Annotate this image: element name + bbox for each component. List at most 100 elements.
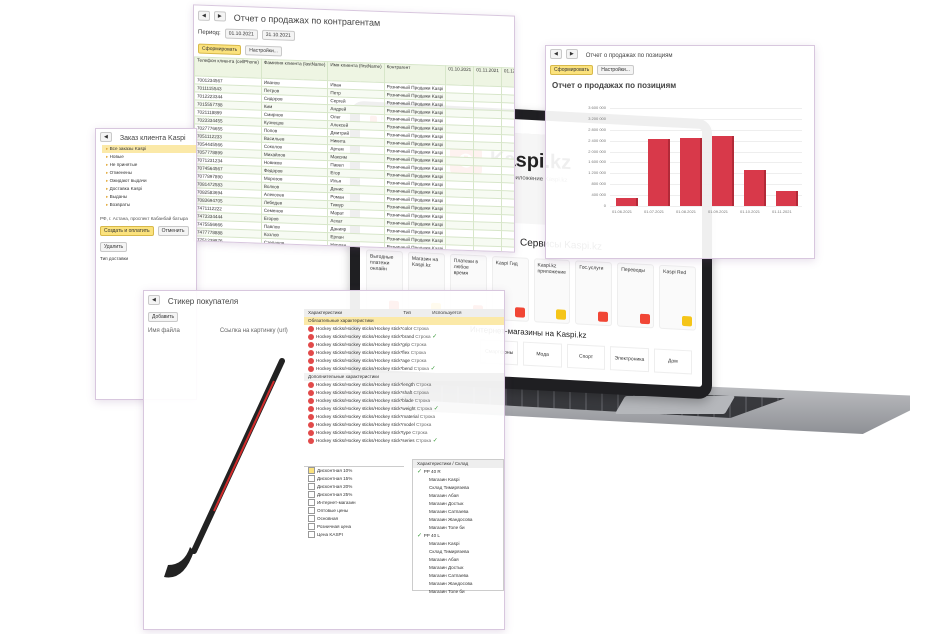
remove-icon[interactable]	[308, 397, 314, 404]
remove-icon[interactable]	[308, 341, 314, 348]
shop-card[interactable]: Спорт	[566, 343, 606, 370]
cancel-button[interactable]: Отменить	[157, 226, 189, 236]
remove-icon[interactable]	[308, 429, 314, 436]
table-header-cell[interactable]: Контрагент	[384, 63, 446, 85]
table-header-cell[interactable]: Телефон клиента (cellPhone)	[194, 56, 262, 79]
chart-bar[interactable]	[776, 190, 796, 206]
characteristic-row[interactable]: Hockey sticks/Hockey sticks/Hockey stick…	[304, 365, 504, 373]
tree-item[interactable]: ▸ Ожидают выдачи	[102, 177, 196, 185]
chart-bar[interactable]	[744, 169, 764, 206]
back-button[interactable]: ◀	[100, 132, 112, 142]
chart-back-button[interactable]: ◀	[550, 49, 562, 59]
chart-bar[interactable]	[648, 139, 668, 206]
group-additional[interactable]: Дополнительные характеристики	[304, 373, 504, 381]
table-header-cell[interactable]: 01.12.2021	[501, 67, 515, 88]
store-item[interactable]: Магазин Жандосова	[429, 581, 473, 586]
forward-button[interactable]: ▶	[213, 10, 226, 22]
shop-card[interactable]: Дом	[653, 348, 693, 375]
checkbox[interactable]	[308, 475, 315, 483]
generate-button[interactable]: Сформировать	[198, 43, 242, 56]
tree-item[interactable]: ▸ Все заказы Kaspi	[102, 145, 196, 153]
remove-icon[interactable]	[308, 325, 314, 332]
characteristic-row[interactable]: Hockey sticks/Hockey sticks/Hockey stick…	[304, 341, 504, 349]
remove-icon[interactable]	[308, 437, 314, 444]
table-header-cell[interactable]: Имя клиента (firstName)	[327, 61, 385, 83]
checkbox[interactable]	[308, 467, 315, 475]
date-from-field[interactable]: 01.10.2021	[224, 28, 258, 40]
checkbox[interactable]	[308, 523, 315, 531]
price-type-item[interactable]: Основная	[304, 515, 404, 523]
store-item[interactable]: Магазин Достык	[429, 565, 464, 570]
checkbox[interactable]	[308, 507, 315, 515]
characteristic-row[interactable]: Hockey sticks/Hockey sticks/Hockey stick…	[304, 389, 504, 397]
tree-item[interactable]: ▸ Новые	[102, 153, 196, 161]
remove-icon[interactable]	[308, 381, 314, 388]
chart-bar[interactable]	[680, 138, 700, 206]
table-header-cell[interactable]: 01.11.2021	[473, 66, 502, 87]
characteristic-row[interactable]: Hockey sticks/Hockey sticks/Hockey stick…	[304, 413, 504, 421]
characteristic-row[interactable]: Hockey sticks/Hockey sticks/Hockey stick…	[304, 333, 504, 341]
characteristic-row[interactable]: Hockey sticks/Hockey sticks/Hockey stick…	[304, 405, 504, 413]
checkbox[interactable]	[308, 491, 315, 499]
store-item[interactable]: Склад Тимирязева	[429, 485, 470, 490]
chart-settings-button[interactable]: Настройки...	[597, 65, 634, 75]
address-field[interactable]: РФ, г. Астана, проспект Кабанбай батыра	[100, 216, 188, 221]
tree-item[interactable]: ▸ Доставка Kaspi	[102, 185, 196, 193]
remove-icon[interactable]	[308, 357, 314, 364]
chart-generate-button[interactable]: Сформировать	[550, 65, 594, 75]
tree-item[interactable]: ▸ Выданы	[102, 193, 196, 201]
store-group[interactable]: ✓ PP 40 L	[413, 532, 503, 540]
store-item[interactable]: Магазин Толе би	[429, 589, 465, 594]
shop-card[interactable]: Электроника	[610, 346, 649, 373]
remove-icon[interactable]	[308, 389, 314, 396]
checkbox[interactable]	[308, 515, 315, 523]
checkbox[interactable]	[308, 483, 315, 491]
checkbox[interactable]	[308, 531, 315, 539]
store-item[interactable]: Магазин Абая	[429, 493, 459, 498]
price-type-item[interactable]: Дисконтная 15%	[304, 475, 404, 483]
store-item[interactable]: Магазин Толе би	[429, 525, 465, 530]
chart-bar[interactable]	[616, 197, 636, 206]
store-item[interactable]: Склад Тимирязева	[429, 549, 470, 554]
remove-icon[interactable]	[308, 333, 314, 340]
characteristic-row[interactable]: Hockey sticks/Hockey sticks/Hockey stick…	[304, 429, 504, 437]
service-card[interactable]: Kaspi Red	[659, 264, 696, 331]
table-header-cell[interactable]: Фамилия клиента (lastName)	[261, 59, 328, 81]
price-type-item[interactable]: Дисконтная 20%	[304, 483, 404, 491]
characteristic-row[interactable]: Hockey sticks/Hockey sticks/Hockey stick…	[304, 421, 504, 429]
settings-button[interactable]: Настройки...	[245, 45, 282, 57]
store-item[interactable]: Магазин Сатпаева	[429, 573, 469, 578]
characteristic-row[interactable]: Hockey sticks/Hockey sticks/Hockey stick…	[304, 381, 504, 389]
chart-bar[interactable]	[712, 136, 732, 206]
store-item[interactable]: Магазин Сатпаева	[429, 509, 469, 514]
characteristic-row[interactable]: Hockey sticks/Hockey sticks/Hockey stick…	[304, 437, 504, 445]
tree-item[interactable]: ▸ Возвраты	[102, 201, 196, 209]
checkbox[interactable]	[308, 499, 315, 507]
store-item[interactable]: Магазин Kaspi	[429, 541, 460, 546]
price-type-item[interactable]: Дисконтная 25%	[304, 491, 404, 499]
characteristic-row[interactable]: Hockey sticks/Hockey sticks/Hockey stick…	[304, 397, 504, 405]
remove-icon[interactable]	[308, 413, 314, 420]
store-item[interactable]: Магазин Жандосова	[429, 517, 473, 522]
tree-item[interactable]: ▸ Отменены	[102, 169, 196, 177]
sticker-add-button[interactable]: Добавить	[148, 312, 179, 322]
store-item[interactable]: Магазин Достык	[429, 501, 464, 506]
service-card[interactable]: Гос.услуги	[575, 260, 613, 327]
back-button[interactable]: ◀	[198, 10, 210, 21]
price-type-item[interactable]: Дисконтная 10%	[304, 467, 404, 475]
date-to-field[interactable]: 31.10.2021	[261, 29, 295, 41]
remove-icon[interactable]	[308, 405, 314, 412]
characteristic-row[interactable]: Hockey sticks/Hockey sticks/Hockey stick…	[304, 357, 504, 365]
price-type-item[interactable]: Цена KASPI	[304, 531, 404, 539]
remove-icon[interactable]	[308, 365, 314, 372]
store-item[interactable]: Магазин Kaspi	[429, 477, 460, 482]
characteristic-row[interactable]: Hockey sticks/Hockey sticks/Hockey stick…	[304, 349, 504, 357]
tree-item[interactable]: ▸ Не принятые	[102, 161, 196, 169]
shop-card[interactable]: Мода	[523, 341, 562, 368]
price-type-item[interactable]: Розничная цена	[304, 523, 404, 531]
service-card[interactable]: Переводы	[617, 262, 655, 329]
characteristic-row[interactable]: Hockey sticks/Hockey sticks/Hockey stick…	[304, 325, 504, 333]
price-type-item[interactable]: Оптовые цены	[304, 507, 404, 515]
group-required[interactable]: Обязательные характеристики	[304, 317, 504, 325]
store-item[interactable]: Магазин Абая	[429, 557, 459, 562]
